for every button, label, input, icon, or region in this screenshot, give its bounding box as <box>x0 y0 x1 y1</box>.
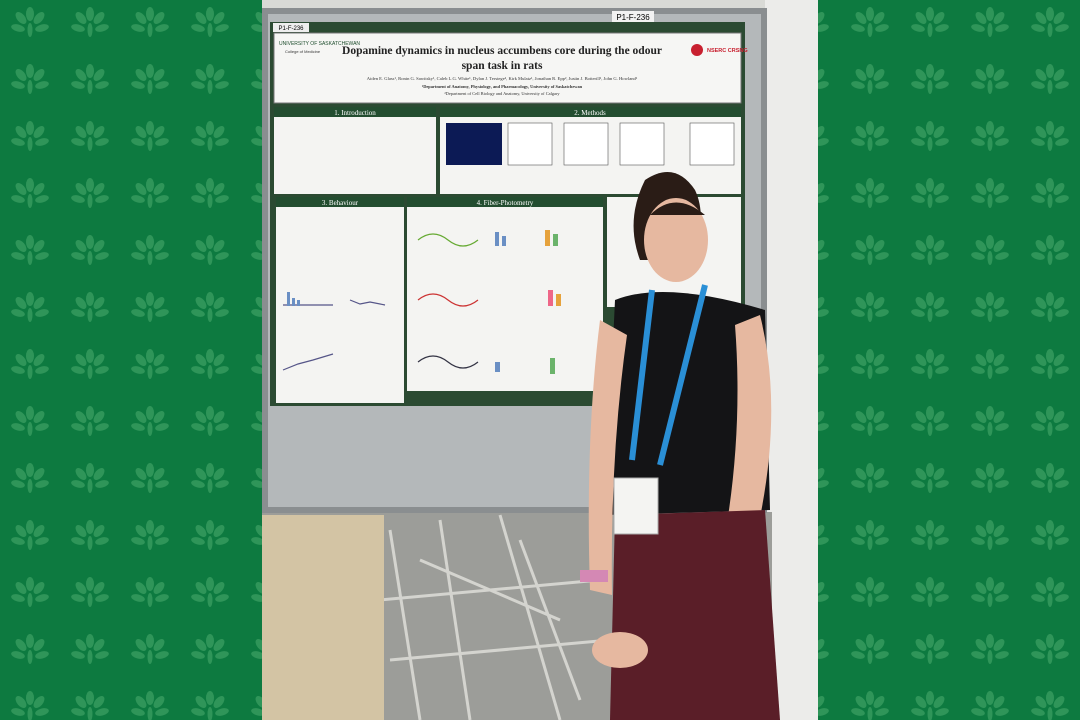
section-header <box>276 197 404 207</box>
section-header <box>407 197 603 207</box>
authors: Aiden E. Glass¹, Ronin G. Sawitsky¹, Cal… <box>367 76 638 82</box>
section-header <box>440 107 741 117</box>
section-title: 3. Behaviour <box>322 199 359 207</box>
affiliation: ²Department of Cell Biology and Anatomy,… <box>444 91 560 97</box>
visitor-pants <box>262 515 384 720</box>
section-panel <box>274 107 436 194</box>
section-title: 2. Methods <box>574 109 606 117</box>
section-header <box>274 107 436 117</box>
person <box>580 172 780 720</box>
funder: NSERC CRSNG <box>707 48 748 54</box>
section-title: 4. Fiber-Photometry <box>477 199 534 207</box>
method-diagrams <box>507 122 735 166</box>
brain-image <box>446 123 502 165</box>
title-line-2: span task in rats <box>462 60 543 72</box>
left-pattern <box>0 0 262 720</box>
nserc-logo <box>691 44 703 56</box>
corner-tag <box>273 23 309 32</box>
carpet-pattern <box>379 514 611 720</box>
poster-header <box>273 32 742 104</box>
side-wall <box>765 0 818 720</box>
affiliation: ¹Department of Anatomy, Physiology, and … <box>422 84 583 89</box>
board-label: P1-F-236 <box>616 13 650 22</box>
mini-bars <box>287 230 561 374</box>
right-pattern <box>818 0 1080 720</box>
corner-label: P1-F-236 <box>278 26 304 32</box>
mini-plots <box>282 233 479 371</box>
title-line-1: Dopamine dynamics in nucleus accumbens c… <box>342 45 662 57</box>
section-panel <box>407 197 603 391</box>
college: College of Medicine <box>285 49 321 54</box>
university: UNIVERSITY OF SASKATCHEWAN <box>279 41 360 47</box>
section-panel <box>276 197 404 403</box>
section-title: 1. Introduction <box>334 109 376 117</box>
board-tag <box>612 11 654 23</box>
